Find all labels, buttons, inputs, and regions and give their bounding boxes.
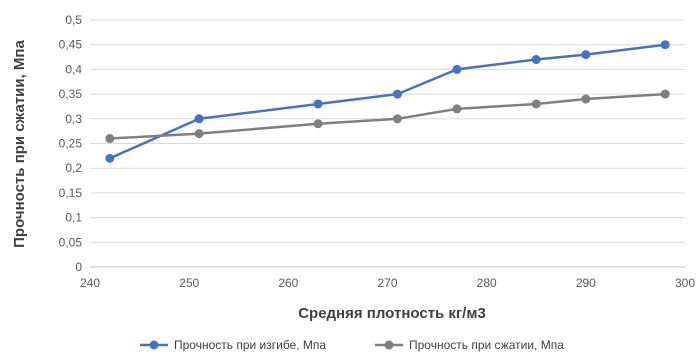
data-point xyxy=(105,134,115,144)
y-tick-label: 0,25 xyxy=(59,137,83,151)
data-point xyxy=(581,94,591,104)
y-tick-label: 0,45 xyxy=(59,38,83,52)
x-tick-label: 260 xyxy=(278,276,298,290)
y-tick-label: 0,35 xyxy=(59,87,83,101)
y-axis-title: Прочность при сжатии, Мпа xyxy=(11,40,28,248)
y-tick-label: 0,1 xyxy=(65,211,82,225)
series-line-2 xyxy=(109,92,666,140)
data-point xyxy=(392,89,402,99)
x-tick-label: 270 xyxy=(377,276,397,290)
data-point xyxy=(660,40,670,50)
legend: Прочность при изгибе, Мпа Прочность при с… xyxy=(140,338,564,352)
data-point xyxy=(105,153,115,163)
series-line-1 xyxy=(109,43,666,160)
data-point xyxy=(194,114,204,124)
x-tick-label: 300 xyxy=(675,276,695,290)
series-group xyxy=(105,40,670,163)
x-tick-label: 250 xyxy=(179,276,199,290)
x-tick-label: 290 xyxy=(576,276,596,290)
y-tick-label: 0,4 xyxy=(65,62,82,76)
data-point xyxy=(581,50,591,60)
x-axis-ticks: 240 250 260 270 280 290 300 xyxy=(80,276,695,290)
y-tick-label: 0,05 xyxy=(59,235,83,249)
x-tick-label: 280 xyxy=(477,276,497,290)
legend-label-1: Прочность при изгибе, Мпа xyxy=(174,338,326,352)
legend-label-2: Прочность при сжатии, Мпа xyxy=(409,338,564,352)
y-axis-ticks: 0 0,05 0,1 0,15 0,2 0,25 0,3 0,35 0,4 0,45 0,5 xyxy=(59,13,83,274)
data-point xyxy=(452,64,462,74)
grid-lines xyxy=(90,19,685,268)
data-point xyxy=(313,99,323,109)
x-axis-title: Средняя плотность кг/м3 xyxy=(298,305,486,322)
data-point xyxy=(392,114,402,124)
data-point xyxy=(452,104,462,114)
data-point xyxy=(313,119,323,129)
x-tick-label: 240 xyxy=(80,276,100,290)
data-point xyxy=(194,129,204,139)
data-point xyxy=(531,99,541,109)
legend-marker-1 xyxy=(149,340,159,350)
y-tick-label: 0,2 xyxy=(65,161,82,175)
y-tick-label: 0,5 xyxy=(65,13,82,27)
legend-marker-2 xyxy=(384,340,394,350)
data-point xyxy=(660,89,670,99)
y-tick-label: 0,3 xyxy=(65,112,82,126)
data-point xyxy=(531,55,541,65)
y-tick-label: 0 xyxy=(75,260,82,274)
y-tick-label: 0,15 xyxy=(59,186,83,200)
